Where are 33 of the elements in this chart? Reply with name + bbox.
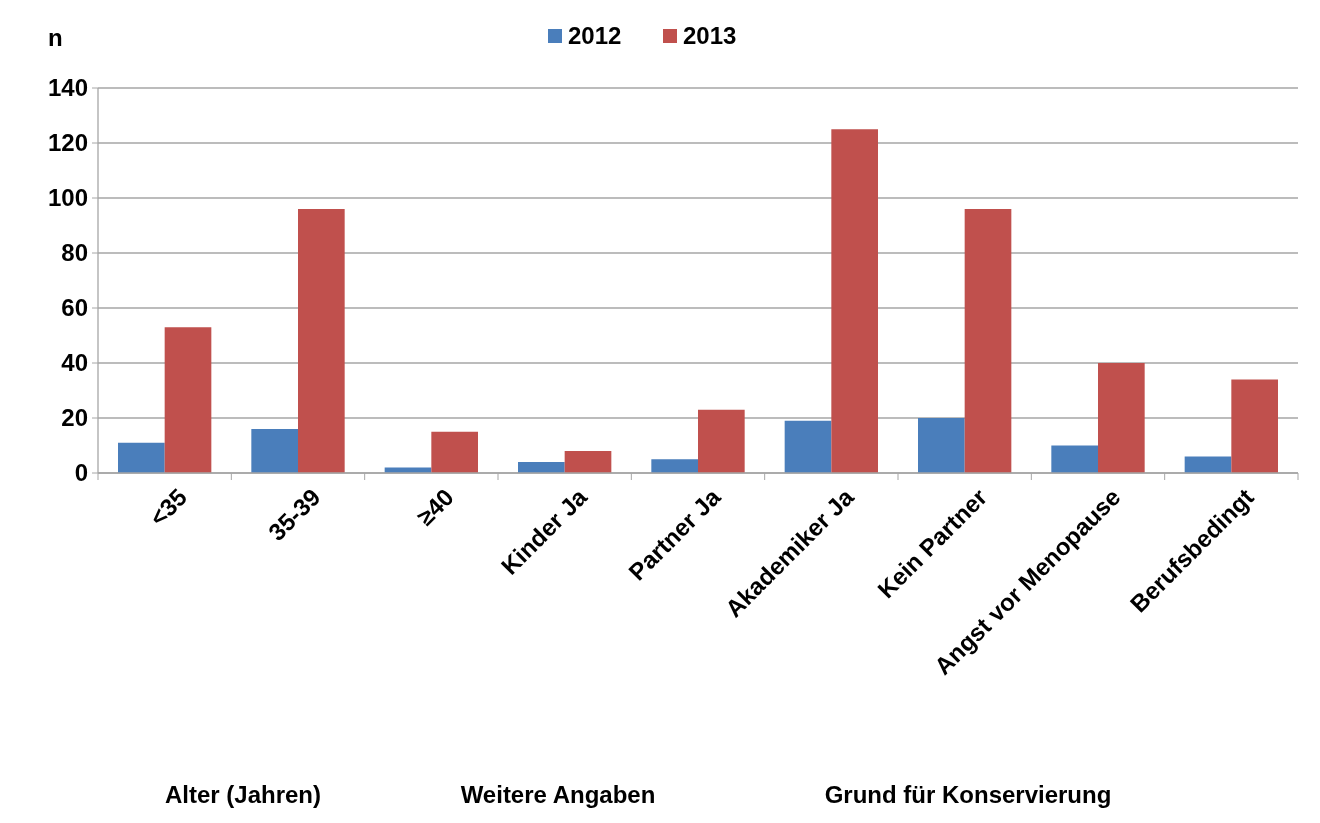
- y-tick-label: 60: [61, 294, 88, 322]
- bar: [118, 442, 165, 473]
- bar: [431, 431, 478, 473]
- bar: [564, 451, 612, 473]
- y-tick-label: 140: [47, 74, 88, 102]
- bar: [1051, 445, 1098, 473]
- y-tick-label: 0: [74, 459, 88, 487]
- bar: [251, 429, 298, 473]
- bar: [1231, 379, 1278, 473]
- text: Grund für Konservierung: [824, 781, 1112, 808]
- y-tick-label: 80: [61, 239, 88, 267]
- bar: [298, 209, 345, 473]
- y-axis-title: n: [48, 24, 63, 51]
- bar: [518, 462, 565, 473]
- y-tick-label: 120: [47, 129, 88, 157]
- bar: [784, 420, 832, 473]
- y-tick-label: 100: [47, 184, 88, 212]
- y-tick-label: 20: [61, 404, 88, 432]
- bar: [698, 409, 745, 473]
- bar: [831, 129, 878, 473]
- text: Alter (Jahren): [164, 781, 322, 808]
- bar: [1184, 456, 1232, 473]
- legend-label: 2012: [568, 22, 622, 50]
- x-tick-label: ≥40: [411, 483, 459, 531]
- bar: [651, 459, 698, 473]
- bar: [1098, 363, 1145, 473]
- y-tick-label: 40: [61, 349, 88, 377]
- bar: [964, 209, 1012, 473]
- bar: [164, 327, 212, 473]
- legend-label: 2013: [683, 22, 737, 50]
- bar: [918, 418, 965, 473]
- x-tick-label: <35: [144, 483, 193, 532]
- text: Weitere Angaben: [460, 781, 656, 808]
